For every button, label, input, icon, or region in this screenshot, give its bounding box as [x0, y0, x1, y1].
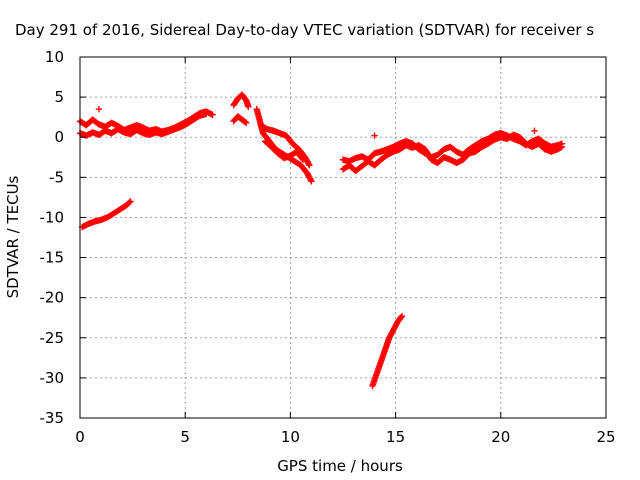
plot-frame [79, 56, 607, 419]
data-point [531, 127, 538, 135]
data-point [298, 155, 306, 162]
y-tick-label: -25 [40, 329, 65, 347]
data-point [307, 176, 314, 184]
data-point [95, 105, 103, 113]
data-point [126, 199, 133, 206]
grid-lines [80, 57, 606, 418]
axis-ticks [79, 56, 607, 419]
x-tick-label: 5 [180, 428, 190, 446]
data-point [371, 132, 378, 139]
data-point [209, 111, 216, 118]
y-tick-label: -15 [40, 249, 65, 267]
y-tick-label: 10 [45, 48, 64, 66]
data-point [299, 156, 307, 163]
y-axis-label: SDTVAR / TECUs [4, 175, 22, 298]
data-point [305, 160, 312, 168]
data-point [203, 110, 210, 118]
x-tick-label: 0 [75, 428, 85, 446]
y-tick-label: -35 [40, 409, 65, 427]
x-tick-label: 20 [491, 428, 510, 446]
x-tick-label: 10 [281, 428, 300, 446]
y-tick-label: 5 [54, 88, 64, 106]
x-tick-label: 25 [596, 428, 615, 446]
data-point [308, 178, 315, 185]
data-point [306, 162, 313, 169]
chart-title: Day 291 of 2016, Sidereal Day-to-day VTE… [15, 21, 594, 39]
data-point [241, 118, 249, 126]
tick-labels: 0 5 10 15 20 25 -35 -30 -25 -20 -15 -10 -5 0 5 10 [40, 48, 616, 446]
data-point [397, 314, 405, 321]
y-tick-label: -5 [49, 168, 64, 186]
y-tick-label: -10 [40, 208, 65, 226]
y-tick-label: -30 [40, 369, 65, 387]
data-point [558, 140, 566, 147]
data-points [76, 91, 566, 390]
y-tick-label: 0 [54, 128, 64, 146]
x-tick-label: 15 [386, 428, 405, 446]
data-point [245, 103, 252, 110]
data-point [398, 312, 406, 320]
x-axis-label: GPS time / hours [277, 457, 403, 475]
data-point [127, 198, 134, 205]
data-point [243, 119, 250, 126]
y-tick-label: -20 [40, 289, 65, 307]
